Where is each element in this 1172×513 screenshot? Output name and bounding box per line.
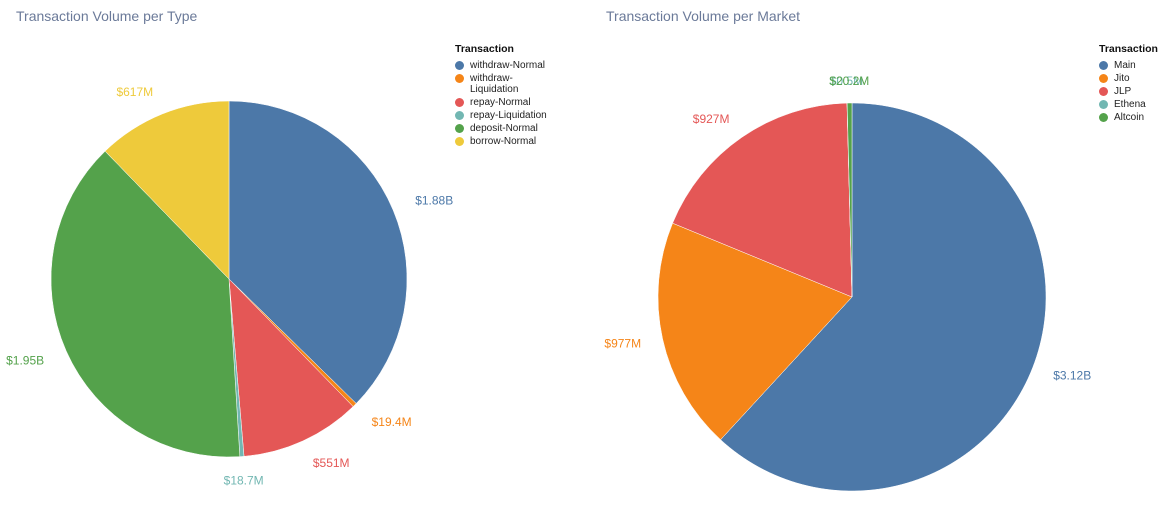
legend-swatch	[455, 111, 464, 120]
legend-item-altcoin[interactable]: Altcoin	[1099, 112, 1158, 123]
legend-label: Altcoin	[1114, 112, 1145, 123]
slice-label-borrow-normal: $617M	[116, 85, 153, 99]
slice-label-jlp: $927M	[693, 112, 730, 126]
slice-label-altcoin: $20.2M	[829, 74, 869, 88]
slice-label-ethena: $0.5M	[830, 74, 863, 88]
slice-label-deposit-normal: $1.95B	[6, 354, 44, 368]
legend-item-repay-liquidation[interactable]: repay-Liquidation	[455, 110, 547, 121]
legend-label: deposit-Normal	[470, 123, 538, 134]
legend-item-deposit-normal[interactable]: deposit-Normal	[455, 123, 547, 134]
legend-swatch	[1099, 87, 1108, 96]
legend-swatch	[1099, 113, 1108, 122]
pie-slice-altcoin[interactable]	[846, 102, 853, 298]
legend-swatch	[455, 137, 464, 146]
legend-swatch	[455, 98, 464, 107]
legend-swatch	[455, 74, 464, 83]
pie-slice-main[interactable]	[720, 102, 1047, 492]
legend-swatch	[1099, 74, 1108, 83]
pie-slice-jlp[interactable]	[672, 102, 853, 298]
legend-label: Ethena	[1114, 99, 1146, 110]
legend-swatch	[455, 124, 464, 133]
legend-item-withdraw-normal[interactable]: withdraw-Normal	[455, 60, 547, 71]
legend-label: JLP	[1114, 86, 1132, 97]
legend-swatch	[455, 61, 464, 70]
slice-label-main: $3.12B	[1053, 369, 1091, 383]
pie-slice-borrow-normal[interactable]	[104, 100, 230, 280]
pie-slice-withdraw-normal[interactable]	[228, 100, 408, 404]
legend-swatch	[1099, 61, 1108, 70]
chart-title-market: Transaction Volume per Market	[606, 8, 801, 24]
legend-label: repay-Normal	[470, 97, 531, 108]
pie-slice-deposit-normal[interactable]	[50, 150, 241, 458]
legend-item-jito[interactable]: Jito	[1099, 73, 1158, 84]
slice-label-withdraw-normal: $1.88B	[415, 194, 453, 208]
legend-label: borrow-Normal	[470, 136, 537, 147]
slice-label-withdraw-liquidation: $19.4M	[372, 415, 412, 429]
legend-item-borrow-normal[interactable]: borrow-Normal	[455, 136, 547, 147]
slice-label-repay-normal: $551M	[313, 456, 350, 470]
pie-slice-repay-normal[interactable]	[228, 278, 354, 457]
legend-label: Jito	[1114, 73, 1130, 84]
legend-item-jlp[interactable]: JLP	[1099, 86, 1158, 97]
chart-title-type: Transaction Volume per Type	[16, 8, 198, 24]
legend-item-repay-normal[interactable]: repay-Normal	[455, 97, 547, 108]
legend-label: repay-Liquidation	[470, 110, 547, 121]
legend-label: withdraw-Normal	[470, 60, 546, 71]
legend-item-ethena[interactable]: Ethena	[1099, 99, 1158, 110]
legend-item-main[interactable]: Main	[1099, 60, 1158, 71]
legend-type: Transaction withdraw-Normal withdraw- Liq…	[455, 43, 547, 149]
slice-label-jito: $977M	[604, 337, 641, 351]
legend-swatch	[1099, 100, 1108, 109]
legend-label: Main	[1114, 60, 1136, 71]
legend-label: withdraw- Liquidation	[470, 73, 519, 95]
legend-title: Transaction	[455, 43, 514, 55]
legend-market: Transaction Main Jito JLP Ethena Altcoin	[1099, 43, 1158, 125]
legend-item-withdraw-liquidation[interactable]: withdraw- Liquidation	[455, 73, 547, 95]
slice-label-repay-liquidation: $18.7M	[224, 473, 264, 487]
legend-title: Transaction	[1099, 43, 1158, 55]
